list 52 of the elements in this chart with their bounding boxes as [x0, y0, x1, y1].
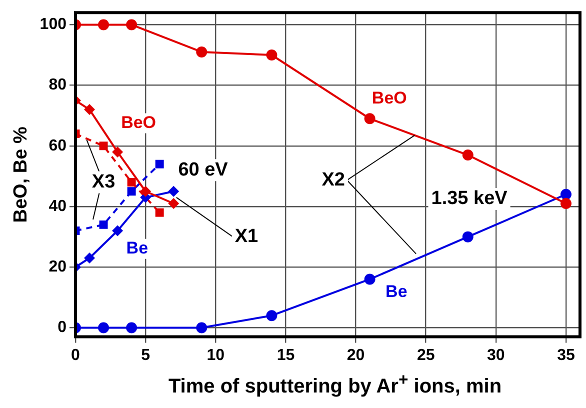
point	[126, 19, 138, 30]
y-tick-label: 100	[40, 16, 67, 34]
series-label: BeO	[121, 112, 156, 132]
point	[127, 178, 136, 187]
point	[99, 220, 108, 229]
point	[266, 310, 278, 322]
y-tick-label: 20	[48, 258, 67, 276]
series-label: Be	[126, 238, 148, 258]
point	[98, 322, 110, 334]
point	[196, 322, 208, 334]
x-tick-label: 20	[346, 346, 365, 364]
point	[462, 150, 474, 161]
point	[266, 50, 278, 61]
series-label: Be	[386, 282, 408, 301]
annotation: 1.35 keV	[431, 188, 508, 210]
x-tick-label: 5	[141, 346, 150, 364]
point	[560, 198, 572, 209]
y-axis-title: BeO, Be %	[10, 126, 32, 223]
y-tick-label: 0	[58, 319, 67, 336]
point	[112, 146, 124, 158]
point	[168, 198, 180, 209]
point	[84, 104, 96, 116]
point	[112, 225, 124, 236]
point	[560, 188, 572, 200]
point	[140, 186, 152, 197]
x-tick-label: 30	[487, 346, 505, 364]
point	[155, 208, 164, 217]
point	[98, 19, 110, 30]
annotation: X2	[322, 169, 345, 190]
y-tick-label: 40	[48, 198, 67, 215]
point	[84, 252, 96, 264]
series-label: BeO	[372, 88, 407, 108]
point	[127, 187, 136, 196]
point	[126, 322, 138, 334]
point	[196, 46, 208, 58]
x-tick-label: 15	[276, 346, 295, 364]
point	[168, 186, 180, 197]
annotation: X1	[234, 226, 259, 248]
y-tick-label: 80	[48, 76, 67, 94]
point	[364, 274, 376, 285]
y-tick-label: 60	[48, 137, 67, 154]
x-tick-label: 25	[416, 346, 435, 364]
point	[99, 142, 108, 150]
x-tick-label: 0	[71, 346, 80, 364]
point	[462, 231, 474, 242]
point	[364, 113, 376, 124]
x-tick-label: 35	[557, 346, 575, 364]
point	[155, 160, 164, 168]
x-axis-title: Time of sputtering by Ar$^{+}$ ions, min	[167, 370, 503, 399]
annotation: X3	[92, 172, 116, 193]
annotation: 60 eV	[178, 159, 228, 180]
x-tick-label: 10	[206, 346, 225, 364]
